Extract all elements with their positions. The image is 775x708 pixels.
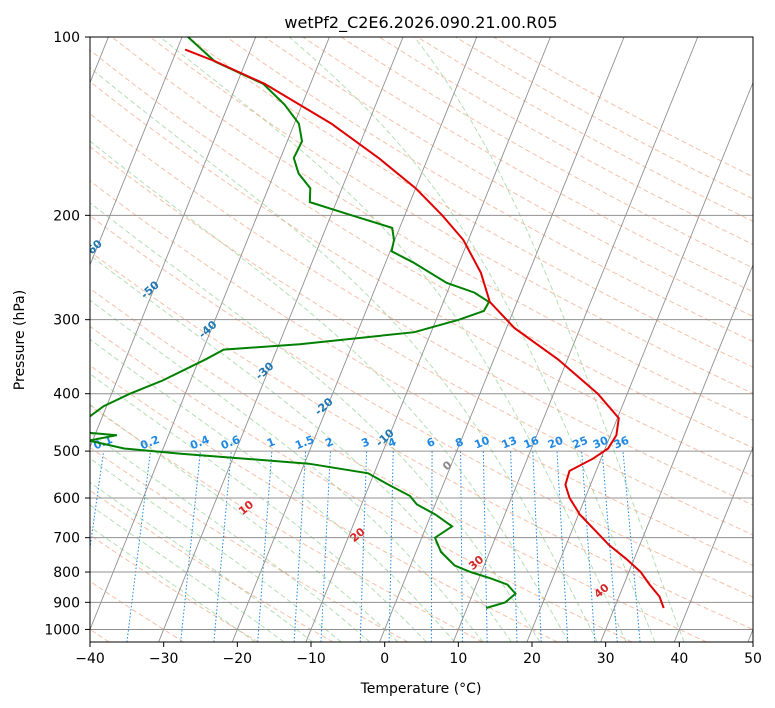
mixing-ratio-line <box>293 451 307 642</box>
mixing-ratio-label: 30 <box>591 434 610 452</box>
dry-adiabat-line <box>149 37 753 394</box>
isotherm-line <box>673 445 753 642</box>
y-tick-label: 600 <box>53 491 80 507</box>
y-tick-label: 900 <box>53 595 80 611</box>
mixing-ratio-lines <box>90 451 641 642</box>
moist-adiabat-line <box>159 37 627 642</box>
y-tick-label: 200 <box>53 208 80 224</box>
dry-adiabat-line <box>90 180 753 567</box>
moist-adiabat-line <box>90 338 455 642</box>
chart-title: wetPf2_C2E6.2026.090.21.00.R05 <box>284 13 557 33</box>
mixing-ratio-line <box>180 451 201 642</box>
moist-adiabat-line <box>288 37 656 642</box>
dry-adiabat-line <box>90 146 753 536</box>
x-tick-label: −20 <box>223 651 253 667</box>
isotherm-line <box>600 263 753 642</box>
dry-adiabat-line <box>111 37 753 421</box>
mixing-ratio-label: 20 <box>546 434 565 452</box>
mixing-ratio-label: 36 <box>612 434 631 452</box>
x-tick-label: −30 <box>149 651 179 667</box>
mixing-ratio-line <box>510 451 518 642</box>
y-tick-label: 1000 <box>44 622 80 638</box>
moist-adiabat-line <box>90 526 256 642</box>
mixing-ratio-line <box>257 451 273 642</box>
y-tick-label: 400 <box>53 387 80 403</box>
x-axis: −40 −30 −20 −10 0 10 20 30 40 50 <box>75 642 762 667</box>
moist-adiabat-line <box>90 254 512 642</box>
isotherm-line <box>452 37 699 642</box>
dry-adiabat-line <box>90 405 483 642</box>
x-tick-label: 30 <box>597 651 615 667</box>
y-tick-label: 300 <box>53 313 80 329</box>
plot-frame <box>89 36 754 643</box>
mixing-ratio-line <box>213 451 232 642</box>
mixing-ratio-line <box>320 451 331 642</box>
dry-adiabat-line <box>90 250 753 630</box>
y-tick-label: 700 <box>53 531 80 547</box>
dry-adiabat-line <box>90 534 259 642</box>
mixing-ratio-line <box>482 451 488 642</box>
isotherm-line <box>379 37 625 642</box>
moist-adiabat-line <box>90 481 313 642</box>
x-tick-label: 40 <box>670 651 688 667</box>
x-tick-label: 10 <box>449 651 467 667</box>
mixing-ratio-line <box>359 451 368 642</box>
x-tick-label: −40 <box>75 651 105 667</box>
mixing-ratio-label: 10 <box>472 434 491 452</box>
dry-adiabat-line <box>90 364 558 642</box>
moist-adiabat-line <box>90 457 342 642</box>
y-axis: 100 200 300 400 500 600 700 800 900 1000 <box>44 30 90 638</box>
moist-adiabat-line <box>90 373 427 642</box>
mixing-ratio-line <box>556 451 569 642</box>
x-tick-label: −10 <box>296 651 326 667</box>
mixing-ratio-line <box>388 451 394 642</box>
dry-adiabats <box>90 37 753 642</box>
isotherm-line <box>231 37 478 642</box>
moist-adiabat-line <box>90 202 541 642</box>
mixing-ratio-label: 16 <box>522 434 541 452</box>
mixing-ratio-line <box>430 451 433 642</box>
mixing-ratio-label: 25 <box>571 434 590 452</box>
mixing-ratio-label: 3 <box>360 435 372 450</box>
dry-adiabat-line <box>188 37 753 368</box>
mixing-ratio-label: 1 <box>265 435 277 450</box>
mixing-ratio-line <box>581 451 596 642</box>
x-axis-label: Temperature (°C) <box>360 681 482 697</box>
isotherm-gridlines <box>90 37 753 642</box>
temperature-line <box>184 48 665 609</box>
isotherm-line <box>305 37 551 642</box>
mixing-ratio-line <box>126 451 151 642</box>
x-tick-label: 20 <box>523 651 541 667</box>
y-tick-label: 100 <box>53 30 80 46</box>
mixing-ratio-label: 13 <box>500 434 519 452</box>
dewpoint-line <box>90 37 517 609</box>
moist-adiabat-line <box>90 431 371 642</box>
isotherm-line <box>158 37 404 642</box>
y-tick-label: 800 <box>53 565 80 581</box>
moist-adiabat-line <box>414 37 685 642</box>
x-tick-label: 50 <box>744 651 762 667</box>
mixing-ratio-label: 8 <box>453 435 465 450</box>
y-tick-label: 500 <box>53 444 80 460</box>
isotherm-line <box>90 37 257 449</box>
x-tick-label: 0 <box>380 651 389 667</box>
dry-adiabat-line <box>226 37 753 343</box>
isotherm-line <box>90 37 330 631</box>
mixing-ratio-line <box>460 451 463 642</box>
y-axis-label: Pressure (hPa) <box>12 290 28 390</box>
mixing-ratio-label: 2 <box>323 435 335 450</box>
mixing-ratio-line <box>622 451 641 642</box>
dry-adiabat-line <box>90 287 707 642</box>
isotherm-line <box>526 81 753 642</box>
isotherm-line <box>90 37 183 267</box>
dry-adiabat-line <box>90 113 753 506</box>
